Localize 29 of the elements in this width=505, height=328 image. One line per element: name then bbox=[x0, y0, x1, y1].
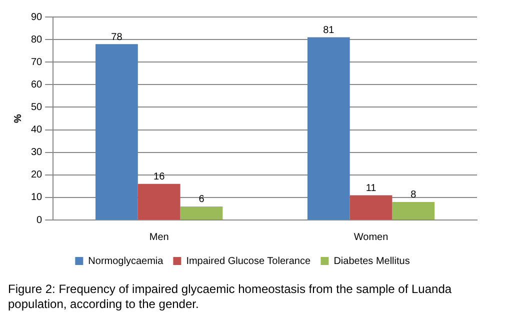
bar bbox=[96, 44, 138, 220]
bar bbox=[138, 184, 180, 220]
x-tick-label: Women bbox=[354, 232, 388, 243]
caption: Figure 2: Frequency of impaired glycaemic homeostasis from the sample of Luanda population, according to the gender. bbox=[8, 282, 453, 312]
bar bbox=[180, 206, 223, 220]
y-tick-label: 40 bbox=[31, 124, 43, 136]
y-tick-label: 50 bbox=[31, 102, 43, 113]
legend-label: Normoglycaemia bbox=[88, 256, 164, 267]
x-tick-label: Men bbox=[149, 232, 169, 243]
y-tick-label: 20 bbox=[31, 170, 43, 181]
data-label: 78 bbox=[111, 32, 123, 43]
y-tick-label: 70 bbox=[31, 56, 43, 68]
legend-label: Impaired Glucose Tolerance bbox=[186, 256, 311, 267]
data-label: 6 bbox=[198, 194, 205, 206]
bar bbox=[307, 37, 350, 220]
y-tick-label: 30 bbox=[31, 147, 43, 158]
data-label: 81 bbox=[323, 25, 335, 36]
y-tick-label: 60 bbox=[31, 79, 43, 90]
bar bbox=[350, 195, 392, 220]
bar bbox=[392, 202, 435, 220]
data-label: 8 bbox=[410, 190, 417, 201]
y-tick-label: 90 bbox=[31, 12, 43, 23]
y-tick-label: 0 bbox=[36, 214, 43, 226]
y-tick-label: 10 bbox=[31, 192, 43, 204]
data-label: 16 bbox=[154, 172, 166, 183]
y-axis-title: % bbox=[12, 114, 24, 123]
y-tick-label: 80 bbox=[31, 34, 43, 46]
data-label: 11 bbox=[366, 182, 377, 194]
legend-label: Diabetes Mellitus bbox=[334, 256, 410, 267]
